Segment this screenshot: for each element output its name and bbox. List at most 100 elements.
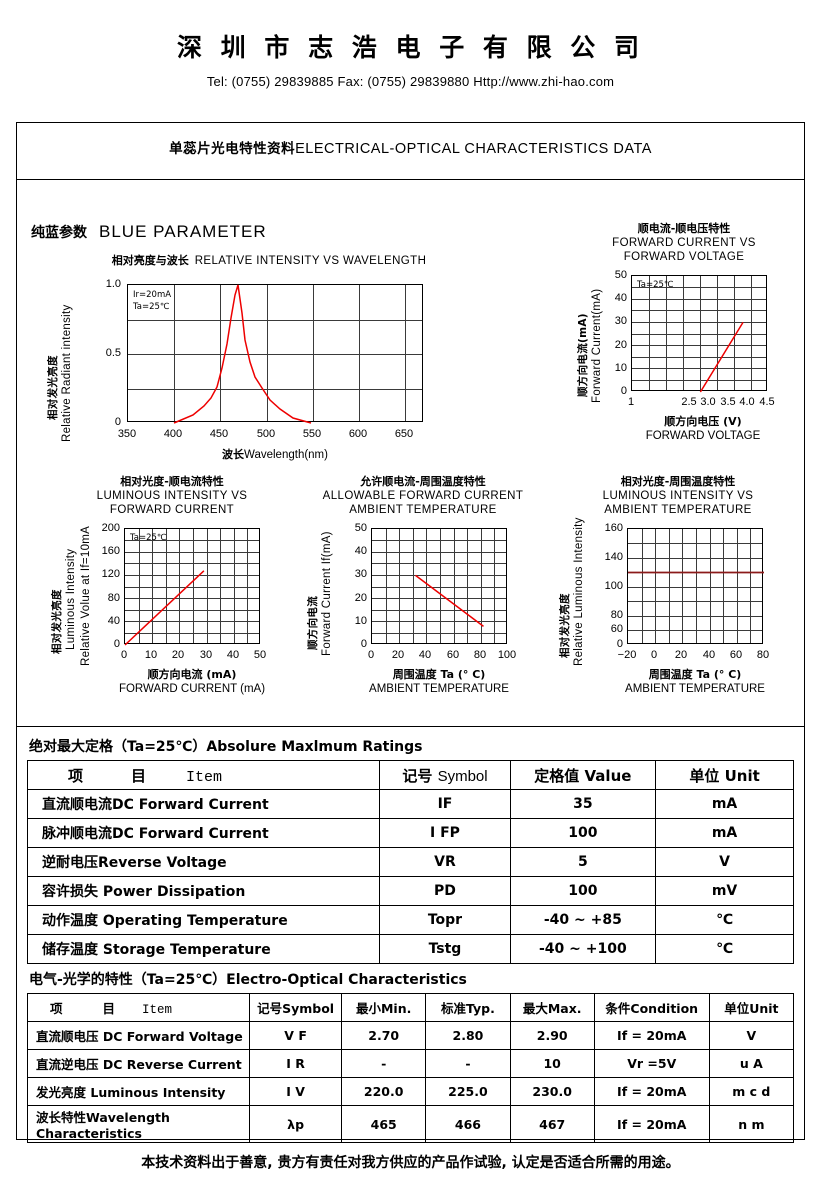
chart-lum-vs-ta-title-en2: AMBIENT TEMPERATURE xyxy=(604,504,752,517)
header-item-cn: 项 目 xyxy=(50,1001,121,1016)
chart-spectrum-ytick-0: 0 xyxy=(114,416,121,428)
header-symbol-en: Symbol xyxy=(437,767,488,785)
chart-spectrum-ylabel-en: Relative Radiant intensity xyxy=(61,304,73,442)
document-title-cn: 单蕊片光电特性资料 xyxy=(169,141,296,157)
table-header-row: 项 目 Item 记号Symbol 最小Min. 标准Typ. 最大Max. 条件… xyxy=(26,993,795,1022)
cell-unit: V xyxy=(708,1021,795,1050)
table-row: 波长特性Wavelength Characteristics λp 465 46… xyxy=(26,1105,795,1143)
cell-unit: m c d xyxy=(708,1077,795,1106)
chart-spectrum-xtick-500: 500 xyxy=(256,428,276,440)
cell-unit: mA xyxy=(655,818,794,848)
chart-iv-ylabel-cn-text: 顺方向电流 xyxy=(577,342,589,397)
chart-lum-vs-if-xlabel-cn: 顺方向电流 (mA) xyxy=(147,667,237,681)
cell-unit: ℃ xyxy=(655,905,794,935)
chart-if-vs-ta-xtick-60: 60 xyxy=(446,648,460,661)
chart-if-vs-ta-ytick-50: 50 xyxy=(354,521,367,534)
header-max: 最大Max. xyxy=(509,993,595,1022)
chart-lum-vs-ta-xtick-0: 0 xyxy=(650,648,658,661)
header-item-en: Item xyxy=(186,768,223,786)
chart-iv-xtick-3.5: 3.5 xyxy=(720,395,736,408)
chart-iv-ytick-50: 50 xyxy=(614,268,627,281)
chart-if-vs-ta-xlabel-en: AMBIENT TEMPERATURE xyxy=(369,682,509,695)
cell-symbol: Tstg xyxy=(379,934,511,964)
chart-spectrum-title: 相对亮度与波长 RELATIVE INTENSITY VS WAVELENGTH xyxy=(107,250,431,270)
charts-tables-divider xyxy=(17,726,804,727)
chart-if-vs-ta-plot-wrap: 顺方向电流 Forward Current If(mA) xyxy=(293,518,553,708)
chart-if-vs-ta-title-cn: 允许顺电流-周围温度特性 xyxy=(360,475,486,488)
chart-lum-vs-if-xtick-0: 0 xyxy=(120,648,128,661)
chart-iv-xtick-4.0: 4.0 xyxy=(739,395,755,408)
chart-iv-annotation: Ta=25℃ xyxy=(637,279,674,290)
cell-item: 动作温度 Operating Temperature xyxy=(26,905,381,935)
cell-value: 5 xyxy=(509,847,657,877)
chart-lum-vs-ta-xtick-20: 20 xyxy=(674,648,688,661)
header-item-en: Item xyxy=(142,1003,173,1017)
chart-iv-title-en1: FORWARD CURRENT VS xyxy=(612,236,756,249)
chart-spectrum-title-en: RELATIVE INTENSITY VS WAVELENGTH xyxy=(194,255,427,267)
cell-symbol: I FP xyxy=(379,818,511,848)
chart-lum-vs-if-ylabel-cn: 相对发光亮度 xyxy=(51,588,63,654)
chart-spectrum-xtick-350: 350 xyxy=(117,428,137,440)
chart-lum-vs-if-annotation: Ta=25℃ xyxy=(130,532,167,543)
chart-if-vs-ta-xtick-100: 100 xyxy=(497,648,517,661)
cell-unit: mV xyxy=(655,876,794,906)
cell-condition: If = 20mA xyxy=(593,1105,710,1143)
chart-lum-vs-ta-plot xyxy=(627,527,764,644)
table-row: 直流逆电压 DC Reverse Current I R - - 10 Vr =… xyxy=(26,1049,795,1078)
chart-if-vs-ta-ytick-40: 40 xyxy=(354,544,367,557)
header-symbol: 记号 Symbol xyxy=(379,760,511,790)
chart-lum-vs-ta-ylabel-cn: 相对发光亮度 xyxy=(559,592,571,658)
chart-iv: 顺电流-顺电压特性 FORWARD CURRENT VS FORWARD VOL… xyxy=(569,222,799,455)
chart-if-vs-ta-ytick-0: 0 xyxy=(360,637,367,650)
cell-item: 直流逆电压 DC Reverse Current xyxy=(26,1049,251,1078)
chart-lum-vs-ta-plot-wrap: 相对发光亮度 Relative Luminous Intensity xyxy=(553,517,803,708)
cell-max: 2.90 xyxy=(509,1021,595,1050)
chart-spectrum-title-cn: 相对亮度与波长 xyxy=(111,254,189,267)
chart-if-vs-ta-plot xyxy=(371,527,507,644)
header-value-en: Value xyxy=(584,766,632,785)
header-min: 最小Min. xyxy=(341,993,427,1022)
chart-iv-ytick-10: 10 xyxy=(614,361,627,374)
contact-info: Tel: (0755) 29839885 Fax: (0755) 2983988… xyxy=(206,74,615,89)
header-item: 项 目 Item xyxy=(26,993,251,1022)
chart-if-vs-ta-xtick-40: 40 xyxy=(418,648,432,661)
cell-symbol: I R xyxy=(249,1049,343,1078)
chart-lum-vs-if: 相对光度-顺电流特性 LUMINOUS INTENSITY VS FORWARD… xyxy=(47,475,297,708)
chart-if-vs-ta-xtick-0: 0 xyxy=(367,648,375,661)
charts-zone: 纯蓝参数 BLUE PARAMETER 相对亮度与波长 RELATIVE INTEN… xyxy=(17,180,804,726)
table-row: 储存温度 Storage Temperature Tstg -40 ~ +100… xyxy=(26,934,794,964)
cell-typ: 466 xyxy=(425,1105,511,1143)
table-row: 容许损失 Power Dissipation PD 100 mV xyxy=(26,876,794,906)
table-header-row: 项 目 Item 记号 Symbol 定格值 Value 单位 Unit xyxy=(26,760,794,790)
cell-typ: - xyxy=(425,1049,511,1078)
chart-if-vs-ta: 允许顺电流-周围温度特性 ALLOWABLE FORWARD CURRENT A… xyxy=(293,475,553,708)
table-row: 脉冲顺电流DC Forward Current I FP 100 mA xyxy=(26,818,794,848)
chart-lum-vs-ta-xlabel: 周围温度 Ta (° C) AMBIENT TEMPERATURE xyxy=(612,668,778,697)
chart-iv-title-en2: FORWARD VOLTAGE xyxy=(623,251,745,264)
table-row: 逆耐电压Reverse Voltage VR 5 V xyxy=(26,847,794,877)
chart-if-vs-ta-xlabel-cn: 周围温度 Ta (° C) xyxy=(392,667,486,681)
blue-parameter-cn: 纯蓝参数 xyxy=(31,225,87,241)
chart-spectrum-annotation: Ir=20mA Ta=25℃ xyxy=(133,289,171,314)
header-value-cn: 定格值 xyxy=(534,766,580,785)
chart-spectrum: 相对亮度与波长 RELATIVE INTENSITY VS WAVELENGTH … xyxy=(31,250,431,470)
cell-min: 465 xyxy=(341,1105,427,1143)
chart-lum-vs-ta-xtick--20: −20 xyxy=(617,648,637,661)
chart-lum-vs-if-ytick-0: 0 xyxy=(113,637,120,650)
cell-value: -40 ~ +85 xyxy=(509,905,657,935)
cell-item: 波长特性Wavelength Characteristics xyxy=(26,1105,251,1143)
chart-iv-title: 顺电流-顺电压特性 FORWARD CURRENT VS FORWARD VOL… xyxy=(569,222,799,265)
chart-iv-xtick-3.0: 3.0 xyxy=(700,395,716,408)
header-symbol-cn: 记号 xyxy=(402,766,433,785)
cell-value: 100 xyxy=(509,876,657,906)
cell-condition: Vr =5V xyxy=(593,1049,710,1078)
chart-spectrum-xtick-550: 550 xyxy=(302,428,322,440)
chart-lum-vs-ta-xlabel-en: AMBIENT TEMPERATURE xyxy=(625,682,765,695)
cell-symbol: V F xyxy=(249,1021,343,1050)
chart-if-vs-ta-ytick-10: 10 xyxy=(354,614,367,627)
chart-iv-plot: Ta=25℃ xyxy=(631,274,767,392)
cell-item: 逆耐电压Reverse Voltage xyxy=(26,847,381,877)
chart-spectrum-xlabel-cn: 波长 xyxy=(222,448,245,461)
table-row: 发光亮度 Luminous Intensity I V 220.0 225.0 … xyxy=(26,1077,795,1106)
cell-item: 直流顺电压 DC Forward Voltage xyxy=(26,1021,251,1050)
